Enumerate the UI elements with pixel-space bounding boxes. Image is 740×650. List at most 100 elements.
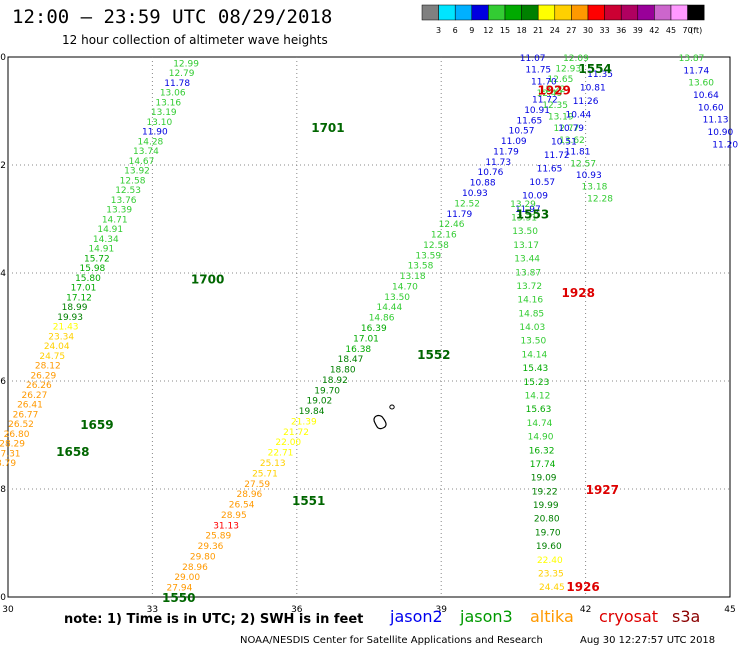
- wave-height-value: 13.18: [582, 183, 608, 193]
- legend-tick-label: 12: [483, 26, 493, 35]
- wave-height-value: 28.96: [237, 490, 263, 500]
- legend-swatch: [637, 4, 655, 21]
- legend-swatch: [454, 4, 473, 21]
- wave-height-value: 13.62: [559, 136, 585, 146]
- wave-height-value: 13.17: [513, 241, 539, 251]
- wave-height-value: 12.16: [431, 231, 457, 241]
- wave-height-value: 12.52: [454, 199, 480, 209]
- wave-height-value: 11.75: [525, 66, 551, 76]
- wave-height-value: 12.57: [570, 159, 596, 169]
- legend-swatch: [620, 4, 639, 21]
- legend-swatch: [654, 4, 672, 21]
- wave-height-value: 27.94: [167, 584, 193, 594]
- wave-height-value: 14.86: [369, 314, 395, 324]
- wave-height-value: 12.77: [553, 124, 579, 134]
- wave-height-value: 19.84: [299, 407, 325, 417]
- wave-height-value: 15.80: [75, 274, 101, 284]
- wave-height-value: 15.23: [524, 378, 550, 388]
- wave-height-value: 20.80: [534, 515, 560, 525]
- wave-height-value: 26.27: [22, 391, 48, 401]
- wave-height-value: 14.67: [129, 157, 155, 167]
- wave-height-value: 11.74: [683, 66, 709, 76]
- wave-height-value: 13.50: [520, 337, 546, 347]
- wave-height-value: 13.50: [512, 227, 538, 237]
- legend-unit-label: (ft): [690, 26, 702, 35]
- wave-height-value: 11.35: [587, 70, 613, 80]
- wave-height-value: 15.72: [84, 254, 110, 264]
- wave-height-value: 11.13: [703, 116, 729, 126]
- wave-height-value: 18.80: [330, 366, 356, 376]
- wave-height-value: 19.70: [535, 528, 561, 538]
- island-outline: [373, 414, 387, 430]
- wave-height-value: 14.91: [88, 245, 114, 255]
- legend-tick-label: 70: [683, 26, 693, 35]
- legend-swatch: [554, 4, 572, 21]
- longitude-tick-label: 30: [2, 605, 14, 615]
- legend-swatch: [471, 4, 489, 21]
- wave-height-value: 11.72: [532, 96, 558, 106]
- wave-height-value: 28.12: [35, 362, 61, 372]
- wave-height-value: 12.99: [173, 59, 199, 69]
- wave-height-value: 10.57: [509, 127, 535, 137]
- wave-height-value: 18.99: [62, 303, 88, 313]
- wave-height-value: 15.63: [526, 405, 552, 415]
- wave-height-value: 12.09: [563, 54, 589, 64]
- wave-height-value: 14.16: [517, 296, 543, 306]
- wave-height-value: 29.00: [174, 573, 200, 583]
- wave-height-value: 14.90: [528, 433, 554, 443]
- wave-height-value: 14.14: [521, 350, 547, 360]
- legend-swatch: [504, 4, 522, 21]
- longitude-tick-label: 36: [291, 605, 303, 615]
- wave-height-value: 10.90: [707, 128, 733, 138]
- wave-height-value: 14.74: [527, 419, 553, 429]
- legend-altika: altika: [530, 607, 574, 626]
- wave-height-value: 13.72: [516, 282, 542, 292]
- wave-height-value: 26.41: [17, 401, 43, 411]
- wave-height-value: 13.39: [106, 206, 132, 216]
- track-time-label: 1552: [417, 348, 450, 362]
- wave-height-value: 12.79: [169, 69, 195, 79]
- wave-height-value: 13.76: [111, 196, 137, 206]
- track-time-label: 1554: [578, 62, 611, 76]
- wave-height-value: 27.59: [244, 480, 270, 490]
- wave-height-value: 22.00: [275, 438, 301, 448]
- wave-height-value: 18.92: [322, 376, 348, 386]
- wave-height-value: 10.91: [524, 106, 550, 116]
- legend-swatch: [438, 4, 456, 21]
- wave-height-value: 19.93: [57, 313, 83, 323]
- wave-height-value: 11.09: [501, 137, 527, 147]
- wave-height-value: 28.29: [0, 440, 25, 450]
- wave-height-value: 21.72: [283, 428, 309, 438]
- wave-height-value: 19.70: [314, 386, 340, 396]
- wave-height-value: 14.85: [518, 309, 544, 319]
- track-time-label: 1701: [311, 121, 344, 135]
- wave-height-value: 13.59: [415, 251, 441, 261]
- wave-height-value: 11.65: [537, 165, 563, 175]
- wave-height-value: 24.04: [44, 342, 70, 352]
- legend-cryosat: cryosat: [599, 607, 659, 626]
- wave-height-value: 12.46: [439, 220, 465, 230]
- wave-height-value: 11.07: [520, 54, 546, 64]
- legend-tick-label: 24: [550, 26, 560, 35]
- wave-height-value: 17.12: [66, 293, 92, 303]
- wave-height-value: 31.13: [213, 521, 239, 531]
- wave-height-value: 13.74: [133, 147, 159, 157]
- wave-height-value: 16.38: [345, 345, 371, 355]
- wave-height-value: 25.71: [252, 469, 278, 479]
- wave-height-value: 24.75: [39, 352, 65, 362]
- wave-height-value: 11.26: [573, 97, 599, 107]
- wave-height-value: 10.64: [693, 91, 719, 101]
- wave-height-value: 10.57: [529, 178, 555, 188]
- wave-height-value: 11.78: [164, 79, 190, 89]
- wave-height-value: 19.02: [307, 397, 333, 407]
- wave-height-value: 13.19: [151, 108, 177, 118]
- wave-height-value: 17.01: [353, 334, 379, 344]
- island-outline: [389, 404, 395, 410]
- wave-height-value: 14.44: [376, 303, 402, 313]
- wave-height-value: 10.81: [580, 84, 606, 94]
- wave-height-value: 14.28: [138, 137, 164, 147]
- wave-height-value: 21.39: [291, 417, 317, 427]
- wave-height-value: 19.22: [532, 487, 558, 497]
- legend-jason2: jason2: [390, 607, 443, 626]
